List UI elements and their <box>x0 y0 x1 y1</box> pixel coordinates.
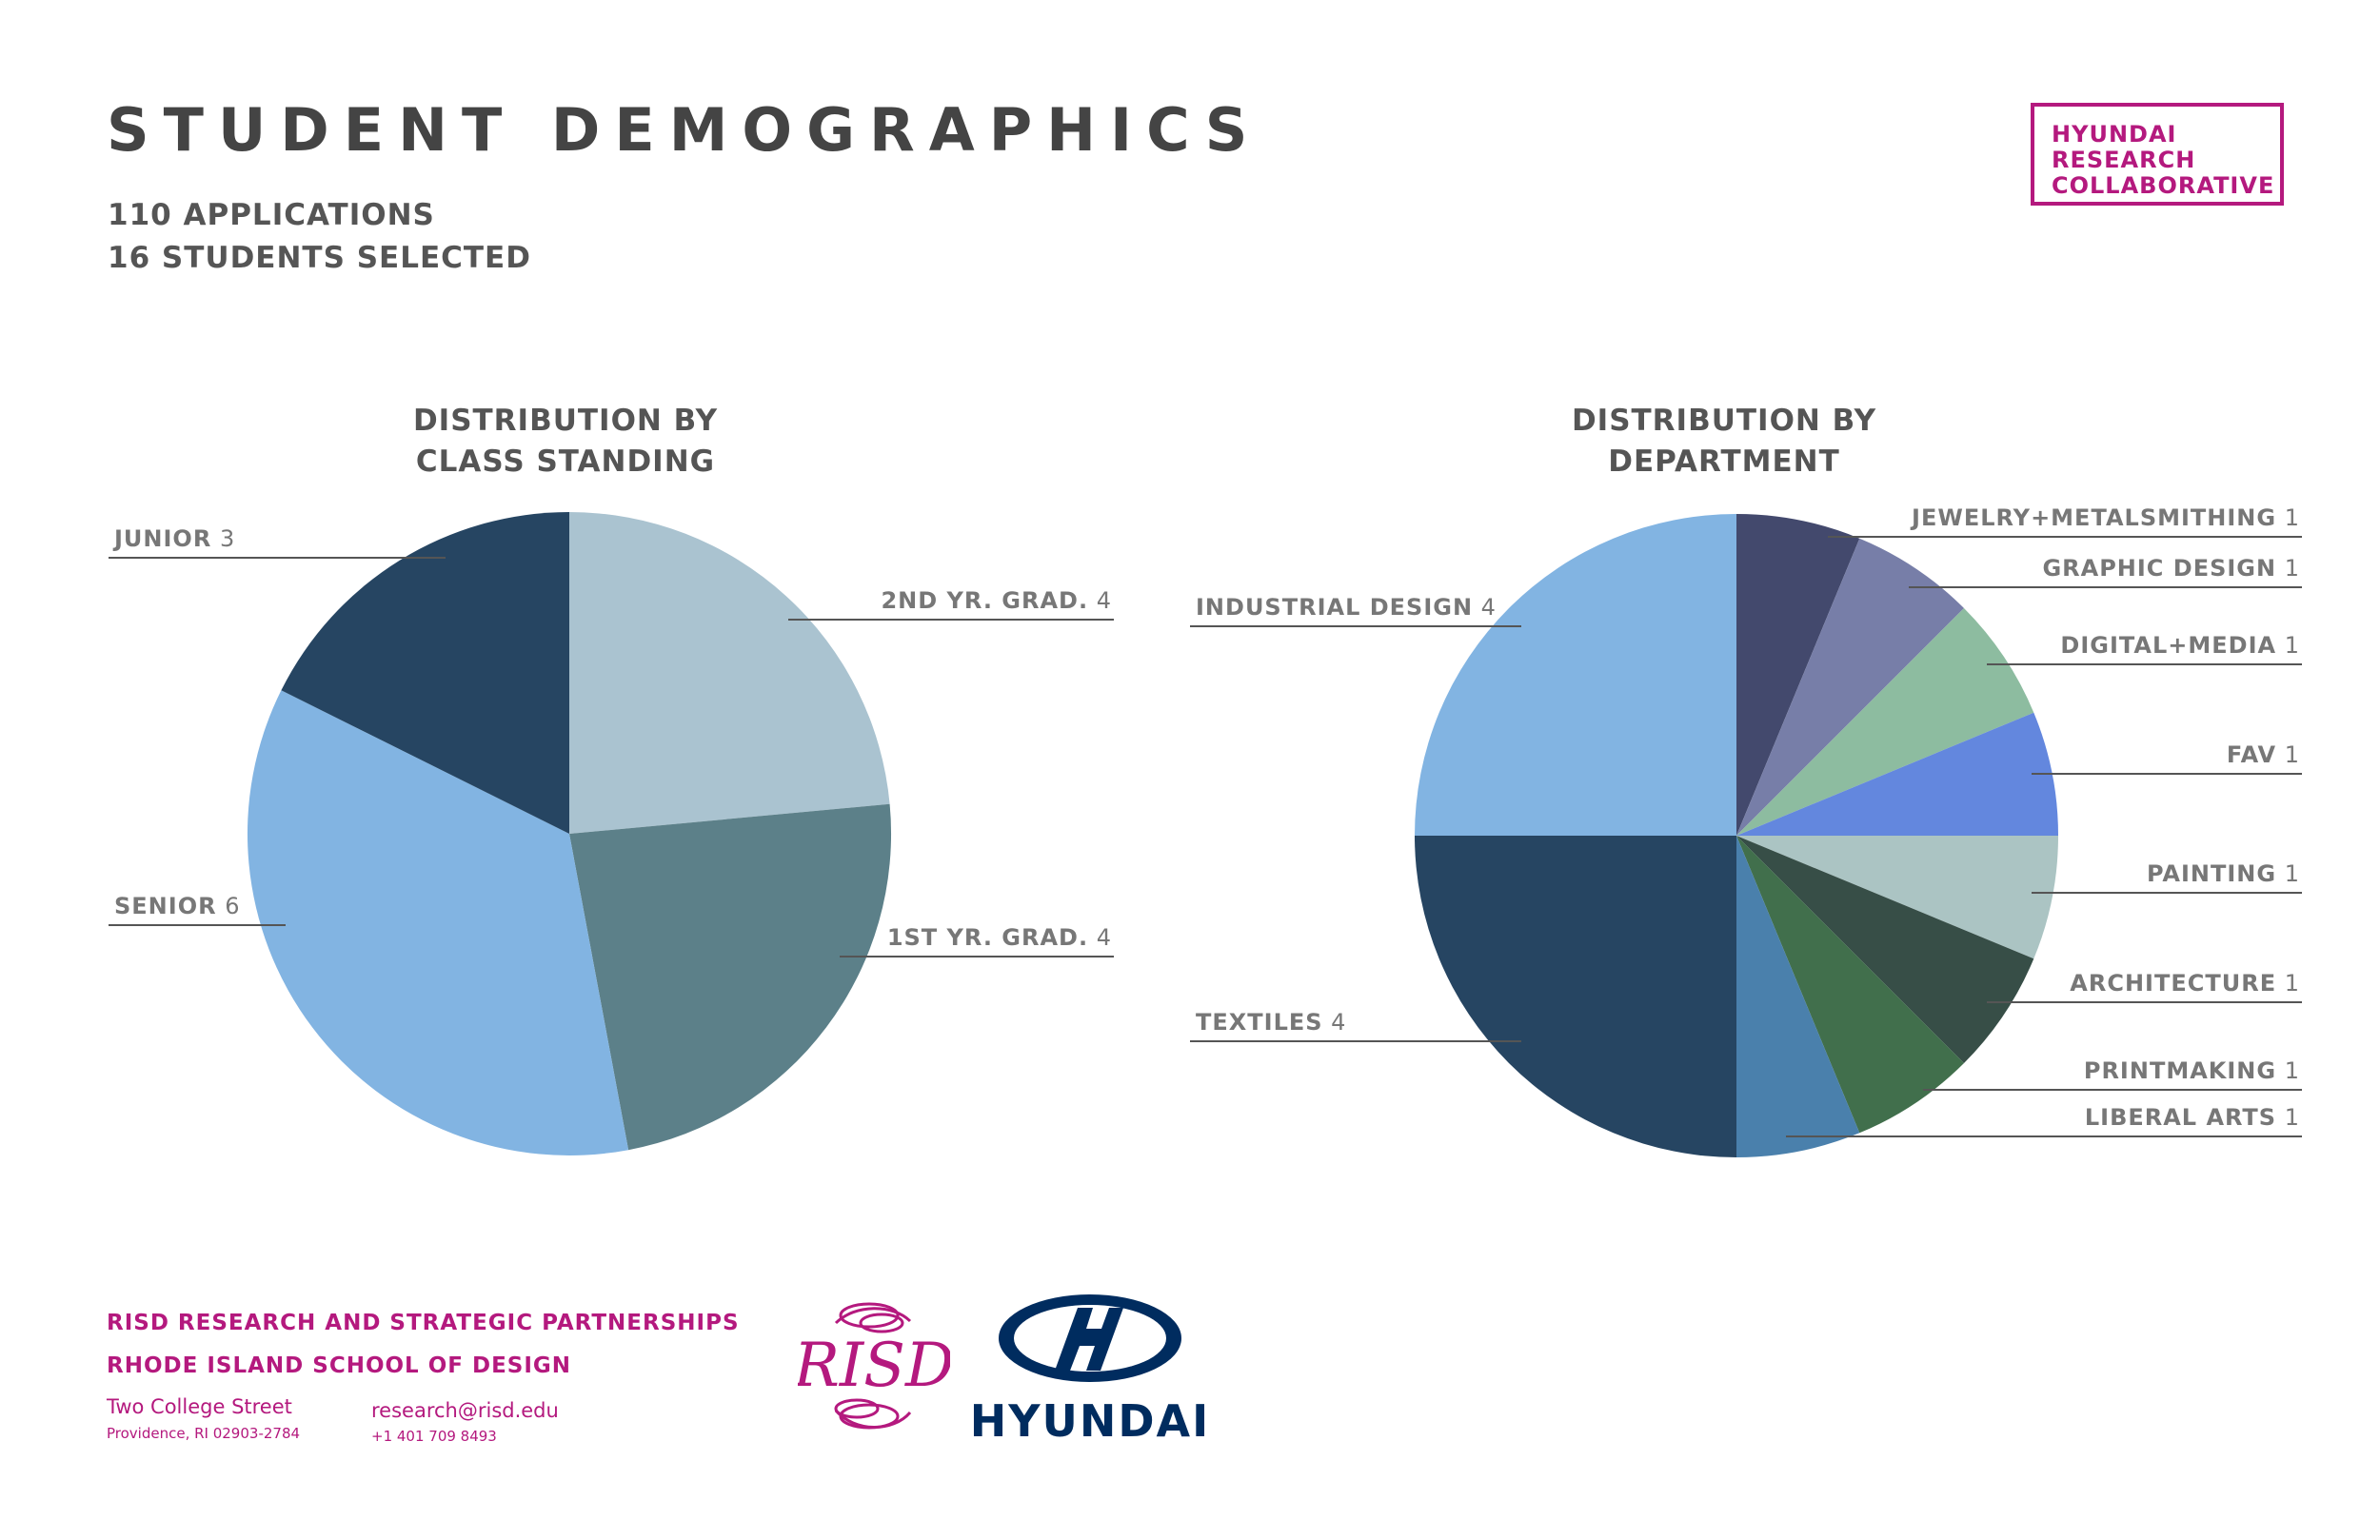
department-chart: DISTRIBUTION BY DEPARTMENT JEWELRY+METAL… <box>1190 404 2302 1157</box>
slice-label: INDUSTRIAL DESIGN 4 <box>1196 594 1497 621</box>
slice-label-value: 1 <box>2276 632 2300 659</box>
slice-label-name: SENIOR <box>114 893 217 919</box>
slice-label-value: 1 <box>2276 555 2300 582</box>
chart-title: CLASS STANDING <box>416 444 715 479</box>
email-link[interactable]: research@risd.edu <box>371 1399 559 1422</box>
slice-label: JUNIOR 3 <box>112 525 235 552</box>
slice-label: 1ST YR. GRAD. 4 <box>887 924 1112 951</box>
phone-number: +1 401 709 8493 <box>371 1428 497 1445</box>
slice-label: PAINTING 1 <box>2147 860 2300 887</box>
page-title: STUDENT DEMOGRAPHICS <box>107 95 1262 165</box>
pie-slice <box>569 512 890 834</box>
pie-slice <box>1736 608 2034 836</box>
slice-label: GRAPHIC DESIGN 1 <box>2042 555 2300 582</box>
pie-slice <box>1736 538 1964 836</box>
slice-label-value: 4 <box>1323 1009 1347 1036</box>
slice-label-name: TEXTILES <box>1196 1009 1323 1036</box>
slice-label: 2ND YR. GRAD. 4 <box>881 587 1112 614</box>
risd-logo: RISD <box>798 1302 950 1430</box>
pie-slice <box>569 803 892 1151</box>
org-name: RISD RESEARCH AND STRATEGIC PARTNERSHIPS <box>107 1311 740 1335</box>
slice-label-value: 3 <box>211 525 235 552</box>
slice-label-value: 1 <box>2276 860 2300 887</box>
slice-label-name: ARCHITECTURE <box>2070 970 2276 997</box>
pie-slice <box>1736 712 2058 836</box>
applications-count: 110 APPLICATIONS <box>108 198 435 232</box>
slice-label-value: 1 <box>2276 741 2300 768</box>
slice-label-name: LIBERAL ARTS <box>2085 1104 2276 1131</box>
slice-label-name: JUNIOR <box>112 525 211 552</box>
slice-label-name: JEWELRY+METALSMITHING <box>1910 504 2276 531</box>
slice-label-value: 1 <box>2276 504 2300 531</box>
school-name: RHODE ISLAND SCHOOL OF DESIGN <box>107 1353 572 1378</box>
city-address: Providence, RI 02903-2784 <box>107 1425 301 1442</box>
pie-slice <box>281 512 569 834</box>
pie-slice <box>1736 836 1860 1157</box>
pie-slice <box>1736 514 1860 836</box>
slice-label-value: 4 <box>1088 587 1112 614</box>
pie-slice <box>1736 836 1964 1134</box>
pie-slice <box>1736 836 2034 1063</box>
slice-label-name: PRINTMAKING <box>2084 1057 2276 1084</box>
hyundai-emblem <box>999 1294 1181 1382</box>
chart-title: DISTRIBUTION BY <box>1572 404 1876 438</box>
badge-line: RESEARCH <box>2052 147 2196 173</box>
slice-label: ARCHITECTURE 1 <box>2070 970 2300 997</box>
collaborative-badge: HYUNDAI RESEARCH COLLABORATIVE <box>2031 103 2284 206</box>
badge-line: COLLABORATIVE <box>2052 172 2275 199</box>
class-standing-chart: DISTRIBUTION BY CLASS STANDING 2ND YR. G… <box>109 404 1114 1155</box>
slice-label-name: FAV <box>2227 741 2276 768</box>
chart-title: DEPARTMENT <box>1608 444 1840 479</box>
pie-slice <box>247 690 629 1155</box>
risd-logo-text: RISD <box>798 1331 950 1401</box>
slice-label: FAV 1 <box>2227 741 2300 768</box>
slice-label-name: 1ST YR. GRAD. <box>887 924 1088 951</box>
slice-label: PRINTMAKING 1 <box>2084 1057 2300 1084</box>
slice-label-value: 1 <box>2276 1104 2300 1131</box>
slice-label-name: 2ND YR. GRAD. <box>881 587 1088 614</box>
badge-line: HYUNDAI <box>2052 121 2177 148</box>
slice-label: DIGITAL+MEDIA 1 <box>2060 632 2300 659</box>
slice-label-value: 4 <box>1473 594 1497 621</box>
slice-label-name: GRAPHIC DESIGN <box>2042 555 2276 582</box>
slice-label-value: 6 <box>217 893 241 919</box>
chart-title: DISTRIBUTION BY <box>413 404 718 438</box>
slice-label: SENIOR 6 <box>114 893 240 919</box>
slice-label-value: 1 <box>2276 1057 2300 1084</box>
slice-label: TEXTILES 4 <box>1196 1009 1346 1036</box>
hyundai-wordmark: HYUNDAI <box>969 1395 1211 1447</box>
slice-label-name: INDUSTRIAL DESIGN <box>1196 594 1473 621</box>
slice-label-name: DIGITAL+MEDIA <box>2060 632 2276 659</box>
pie-slice <box>1415 514 1736 836</box>
slice-label-value: 1 <box>2276 970 2300 997</box>
street-address: Two College Street <box>107 1395 292 1418</box>
pie-slice <box>1415 836 1736 1157</box>
slice-label-name: PAINTING <box>2147 860 2276 887</box>
slice-label-value: 4 <box>1088 924 1112 951</box>
students-selected-count: 16 STUDENTS SELECTED <box>108 241 531 275</box>
pie-slice <box>1736 836 2058 959</box>
slice-label: JEWELRY+METALSMITHING 1 <box>1910 504 2300 531</box>
slice-label: LIBERAL ARTS 1 <box>2085 1104 2300 1131</box>
